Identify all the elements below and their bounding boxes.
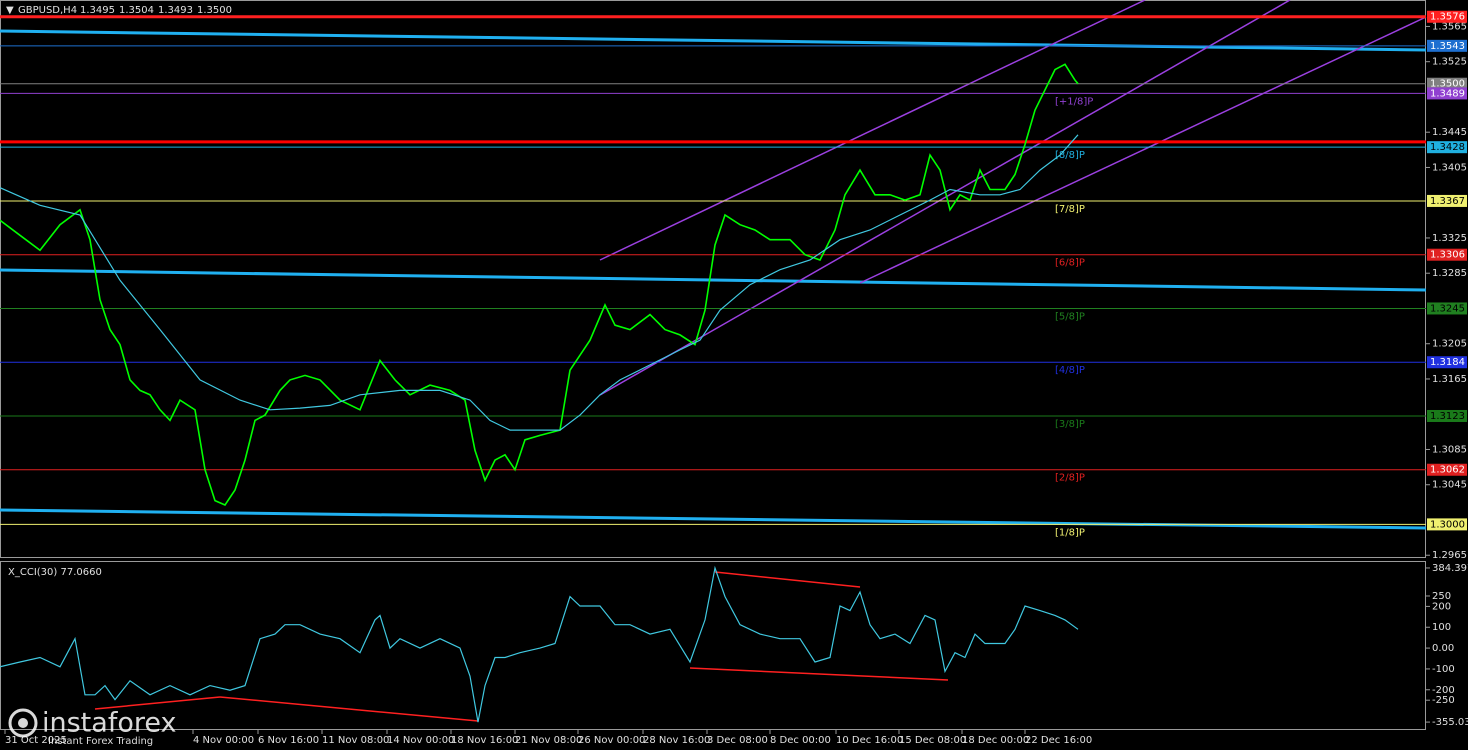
y-tick-label: 1.3325 [1432, 233, 1467, 244]
murray-label: [5/8]P [1055, 311, 1085, 322]
series-line [0, 134, 1079, 431]
x-tick-label: 18 Nov 16:00 [451, 735, 518, 746]
y-tick-label: 1.3565 [1432, 21, 1467, 32]
price-label-box [1427, 141, 1467, 154]
channel-line [599, 0, 1291, 396]
murray-label: [7/8]P [1055, 204, 1085, 215]
x-tick-label: 18 Dec 00:00 [962, 735, 1029, 746]
y-tick-label: 1.3085 [1432, 444, 1467, 455]
menu-arrow: ▼ [6, 5, 14, 16]
price-label-box [1427, 39, 1467, 52]
y-tick-label: -250 [1432, 695, 1455, 706]
divergence-line [219, 696, 479, 722]
divergence-line [94, 696, 221, 710]
x-tick-label: 21 Nov 08:00 [515, 735, 582, 746]
y-tick-label: -200 [1432, 685, 1455, 696]
price-label: 1.3543 [1430, 41, 1465, 52]
x-tick-label: 11 Nov 08:00 [322, 735, 389, 746]
cci-panel-frame [0, 561, 1426, 730]
trend-line [0, 508, 1427, 530]
price-label-box [1427, 194, 1467, 207]
indicator-title: X_CCI(30) 77.0660 [8, 567, 102, 578]
murray-label: [8/8]P [1055, 150, 1085, 161]
price-label-box [1427, 409, 1467, 422]
murray-label: [+1/8]P [1055, 96, 1093, 107]
chart-title: GBPUSD,H4 [18, 5, 77, 16]
brand: instaforex [42, 708, 176, 739]
y-tick-label: 1.3165 [1432, 374, 1467, 385]
murray-label: [3/8]P [1055, 419, 1085, 430]
marks: 1.3565 1.3525 1.3445 1.3405 1.3325 1.3285 1.32… [0, 10, 1468, 746]
channel-line [599, 0, 1146, 261]
murray-label: [4/8]P [1055, 365, 1085, 376]
y-tick-label: 1.3045 [1432, 480, 1467, 491]
y-tick-label: 250 [1432, 591, 1451, 602]
trend-line [0, 268, 1427, 292]
price-label: 1.3123 [1430, 411, 1465, 422]
ohlc-value: 1.3493 [158, 5, 193, 16]
price-label-box [1427, 518, 1467, 531]
price-label-box [1427, 356, 1467, 369]
y-tick-label: 1.2965 [1432, 550, 1467, 561]
ohlc-value: 1.3495 [80, 5, 115, 16]
x-tick-label: 22 Dec 16:00 [1025, 735, 1092, 746]
y-tick-label: 100 [1432, 622, 1451, 633]
price-label-box [1427, 87, 1467, 100]
logo-icon [8, 708, 38, 738]
watermark: instaforex Instant Forex Trading [8, 708, 176, 747]
channel-line [859, 16, 1427, 284]
series-line [0, 565, 1079, 723]
x-tick-label: 28 Nov 16:00 [643, 735, 710, 746]
x-tick-label: 15 Dec 08:00 [899, 735, 966, 746]
y-tick-label: 1.3205 [1432, 339, 1467, 350]
y-tick-label: 200 [1432, 601, 1451, 612]
ohlc-value: 1.3500 [197, 5, 232, 16]
divergence-line [714, 571, 861, 588]
y-tick-label: -355.0319 [1432, 717, 1468, 728]
price-label: 1.3428 [1430, 142, 1465, 153]
price-label-box [1427, 248, 1467, 261]
x-tick-label: 4 Nov 00:00 [193, 735, 254, 746]
price-label-box [1427, 463, 1467, 476]
x-tick-label: 8 Dec 00:00 [770, 735, 831, 746]
y-tick-label: 1.3445 [1432, 127, 1467, 138]
price-label: 1.3489 [1430, 88, 1465, 99]
y-tick-label: 1.3405 [1432, 162, 1467, 173]
x-tick-label: 3 Dec 08:00 [707, 735, 768, 746]
price-label: 1.3000 [1430, 519, 1465, 530]
y-tick-label: 1.3525 [1432, 57, 1467, 68]
x-tick-label: 31 Oct 2025 [5, 735, 67, 746]
ohlc-value: 1.3504 [119, 5, 154, 16]
y-tick-label: 0.00 [1432, 643, 1454, 654]
price-label-box [1427, 302, 1467, 315]
murray-label: [1/8]P [1055, 527, 1085, 538]
price-panel-frame [0, 0, 1426, 558]
trend-line [0, 29, 1427, 52]
price-label: 1.3367 [1430, 196, 1465, 207]
x-tick-label: 14 Nov 00:00 [387, 735, 454, 746]
tagline: Instant Forex Trading [48, 736, 153, 747]
price-label: 1.3184 [1430, 357, 1465, 368]
y-tick-label: 384.3971 [1432, 563, 1468, 574]
price-label: 1.3306 [1430, 250, 1465, 261]
price-label: 1.3576 [1430, 12, 1465, 23]
y-tick-label: 1.3285 [1432, 268, 1467, 279]
price-label-box [1427, 10, 1467, 23]
divergence-line [689, 667, 949, 681]
x-tick-label: 26 Nov 00:00 [578, 735, 645, 746]
x-tick-label: 10 Dec 16:00 [836, 735, 903, 746]
price-label: 1.3062 [1430, 465, 1465, 476]
y-tick-label: -100 [1432, 664, 1455, 675]
price-label: 1.3245 [1430, 303, 1465, 314]
price-label: 1.3500 [1430, 79, 1465, 90]
x-tick-label: 6 Nov 16:00 [258, 735, 319, 746]
logo-icon [18, 718, 28, 728]
price-label-box [1427, 77, 1467, 90]
murray-label: [6/8]P [1055, 258, 1085, 269]
murray-label: [2/8]P [1055, 473, 1085, 484]
